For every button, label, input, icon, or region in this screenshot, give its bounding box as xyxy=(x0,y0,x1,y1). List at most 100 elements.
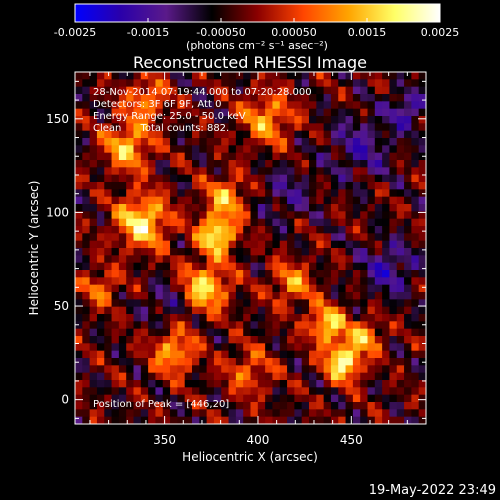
heatmap-cell xyxy=(243,108,251,117)
heatmap-cell xyxy=(235,394,244,403)
heatmap-cell xyxy=(345,123,354,132)
heatmap-cell xyxy=(418,145,427,154)
heatmap-cell xyxy=(89,350,98,359)
heatmap-cell xyxy=(162,277,171,286)
heatmap-cell xyxy=(89,189,98,198)
heatmap-cell xyxy=(133,372,142,381)
heatmap-cell xyxy=(352,211,361,220)
heatmap-cell xyxy=(374,321,383,330)
heatmap-cell xyxy=(126,189,134,198)
heatmap-cell xyxy=(374,277,383,286)
heatmap-cell xyxy=(192,292,200,300)
heatmap-cell xyxy=(170,72,178,80)
heatmap-cell xyxy=(221,409,229,418)
heatmap-cell xyxy=(177,394,186,403)
heatmap-cell xyxy=(126,86,134,95)
heatmap-cell xyxy=(352,284,361,293)
heatmap-cell xyxy=(287,372,295,381)
heatmap-cell xyxy=(140,299,149,308)
heatmap-cell xyxy=(192,358,200,366)
heatmap-cell xyxy=(316,167,325,176)
heatmap-cell xyxy=(338,292,346,300)
heatmap-cell xyxy=(228,416,237,425)
heatmap-cell xyxy=(243,167,251,176)
heatmap-cell xyxy=(309,380,317,388)
heatmap-cell xyxy=(111,145,120,154)
heatmap-cell xyxy=(316,248,325,256)
heatmap-cell xyxy=(250,402,259,410)
heatmap-cell xyxy=(411,299,420,308)
heatmap-cell xyxy=(389,152,398,161)
heatmap-cell xyxy=(367,255,376,264)
heatmap-cell xyxy=(228,343,237,352)
heatmap-cell xyxy=(111,270,120,278)
heatmap-cell xyxy=(323,101,332,110)
heatmap-cell xyxy=(184,270,193,278)
heatmap-cell xyxy=(404,321,412,330)
heatmap-cell xyxy=(213,182,222,190)
heatmap-cell xyxy=(345,350,354,359)
heatmap-cell xyxy=(250,233,259,242)
heatmap-cell xyxy=(111,218,120,227)
heatmap-cell xyxy=(418,416,427,425)
heatmap-cell xyxy=(104,226,112,234)
heatmap-cell xyxy=(323,306,332,315)
heatmap-cell xyxy=(330,372,339,381)
heatmap-cell xyxy=(272,292,281,300)
heatmap-cell xyxy=(257,365,266,374)
heatmap-cell xyxy=(272,94,281,102)
heatmap-cell xyxy=(418,306,427,315)
heatmap-cell xyxy=(404,365,412,374)
heatmap-cell xyxy=(228,226,237,234)
heatmap-cell xyxy=(162,160,171,168)
heatmap-cell xyxy=(243,277,251,286)
heatmap-cell xyxy=(96,321,105,330)
heatmap-cell xyxy=(82,416,91,425)
heatmap-cell xyxy=(199,204,208,212)
heatmap-cell xyxy=(316,409,325,418)
heatmap-cell xyxy=(96,270,105,278)
heatmap-cell xyxy=(382,262,390,271)
heatmap-cell xyxy=(184,394,193,403)
heatmap-cell xyxy=(382,167,390,176)
heatmap-cell xyxy=(301,350,310,359)
heatmap-cell xyxy=(206,394,215,403)
heatmap-cell xyxy=(250,387,259,396)
heatmap-cell xyxy=(228,394,237,403)
heatmap-cell xyxy=(170,226,178,234)
heatmap-cell xyxy=(352,358,361,366)
heatmap-cell xyxy=(199,218,208,227)
heatmap-cell xyxy=(148,292,156,300)
heatmap-cell xyxy=(140,116,149,124)
heatmap-cell xyxy=(133,72,142,80)
heatmap-cell xyxy=(374,218,383,227)
heatmap-cell xyxy=(206,314,215,322)
heatmap-cell xyxy=(352,123,361,132)
heatmap-cell xyxy=(96,167,105,176)
heatmap-cell xyxy=(301,174,310,183)
heatmap-cell xyxy=(367,174,376,183)
heatmap-cell xyxy=(155,72,164,80)
heatmap-cell xyxy=(206,328,215,337)
heatmap-cell xyxy=(265,262,273,271)
heatmap-cell xyxy=(243,189,251,198)
heatmap-cell xyxy=(352,174,361,183)
heatmap-cell xyxy=(411,123,420,132)
heatmap-cell xyxy=(213,358,222,366)
heatmap-cell xyxy=(75,174,83,183)
heatmap-cell xyxy=(294,233,303,242)
heatmap-cell xyxy=(279,226,288,234)
heatmap-cell xyxy=(309,248,317,256)
heatmap-cell xyxy=(411,321,420,330)
heatmap-cell xyxy=(294,72,303,80)
heatmap-cell xyxy=(257,270,266,278)
heatmap-cell xyxy=(133,299,142,308)
heatmap-cell xyxy=(404,314,412,322)
heatmap-cell xyxy=(206,86,215,95)
heatmap-cell xyxy=(243,358,251,366)
heatmap-cell xyxy=(206,409,215,418)
heatmap-cell xyxy=(148,130,156,139)
heatmap-cell xyxy=(192,145,200,154)
heatmap-cell xyxy=(360,321,368,330)
heatmap-cell xyxy=(382,314,390,322)
